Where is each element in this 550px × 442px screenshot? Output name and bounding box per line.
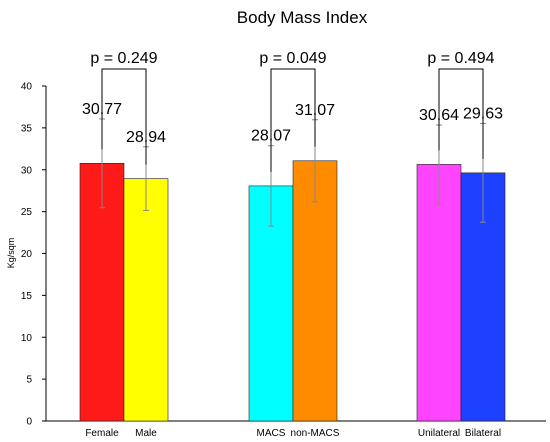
bars xyxy=(79,160,506,422)
y-axis-label: Kg/sqm xyxy=(6,238,16,269)
category-label: non-MACS xyxy=(291,428,340,439)
y-tick-label: 25 xyxy=(21,207,33,218)
significance-bracket xyxy=(438,68,484,159)
y-ticks: 0 5 10 15 20 25 30 35 40 xyxy=(21,82,46,428)
y-tick-label: 0 xyxy=(26,417,32,428)
significance-brackets: p = 0.249 p = 0.049 p = 0.494 xyxy=(90,50,495,172)
y-tick-label: 40 xyxy=(21,82,33,93)
y-tick-label: 5 xyxy=(26,375,32,386)
category-label: Male xyxy=(135,428,157,439)
category-label: Bilateral xyxy=(465,428,501,439)
chart-title: Body Mass Index xyxy=(237,8,368,27)
value-labels: 30.77Female28.94Male28.07MACS31.07non-MA… xyxy=(82,101,503,439)
p-value-label: p = 0.249 xyxy=(90,50,157,67)
p-value-label: p = 0.494 xyxy=(427,50,494,67)
y-tick-label: 20 xyxy=(21,249,33,260)
bar xyxy=(123,178,169,422)
significance-bracket xyxy=(101,68,147,165)
bar xyxy=(416,164,462,422)
bar xyxy=(292,160,338,422)
category-label: Unilateral xyxy=(418,428,460,439)
y-tick-label: 35 xyxy=(21,123,33,134)
p-value-label: p = 0.049 xyxy=(259,50,326,67)
significance-bracket xyxy=(270,68,316,172)
y-tick-label: 30 xyxy=(21,165,33,176)
category-label: Female xyxy=(85,428,119,439)
category-label: MACS xyxy=(257,428,286,439)
y-tick-label: 10 xyxy=(21,333,33,344)
y-tick-label: 15 xyxy=(21,291,33,302)
